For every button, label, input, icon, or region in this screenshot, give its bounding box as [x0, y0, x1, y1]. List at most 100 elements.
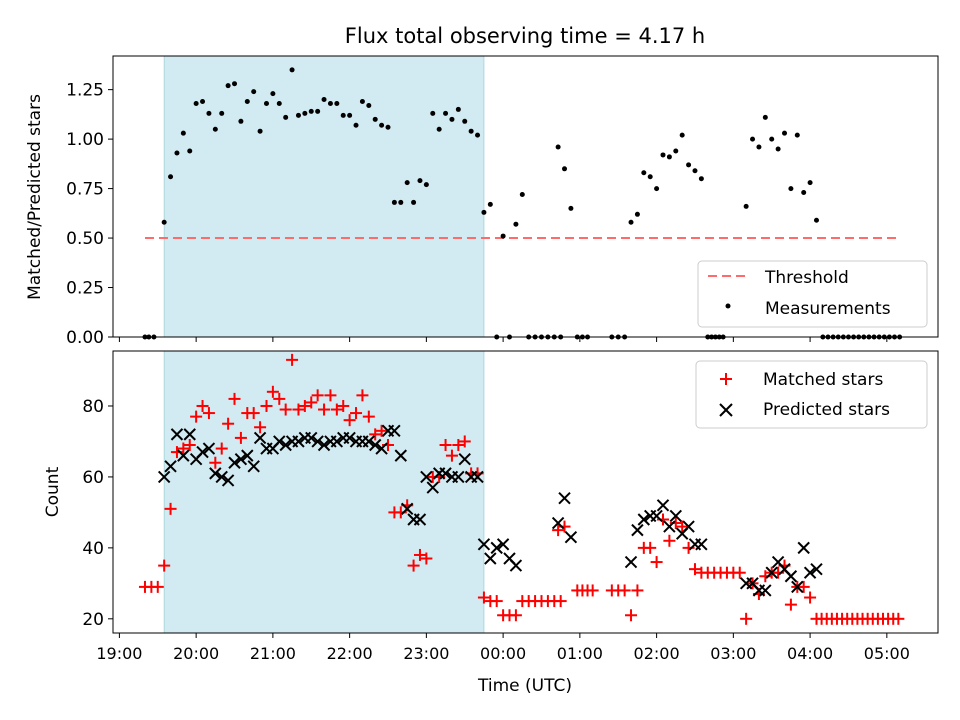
matched-star-point — [797, 580, 810, 593]
predicted-star-point — [509, 559, 523, 572]
measurement-point — [180, 130, 186, 136]
predicted-star-point — [803, 566, 817, 579]
predicted-star-point — [279, 438, 292, 452]
measurement-point — [756, 144, 762, 150]
measurement-point — [353, 122, 359, 128]
measurement-point — [500, 233, 506, 239]
measurement-point — [443, 110, 449, 116]
matched-star-point — [375, 424, 388, 437]
matched-star-point — [458, 435, 471, 448]
predicted-star-point — [292, 435, 305, 448]
x-axis-label: Time (UTC) — [477, 676, 572, 696]
matched-star-point — [362, 410, 375, 423]
matched-star-point — [740, 612, 753, 625]
matched-star-point — [663, 534, 676, 547]
predicted-star-point — [439, 467, 452, 480]
predicted-star-point — [241, 449, 254, 462]
matched-star-point — [688, 563, 701, 576]
top-y-tick-label: 0.50 — [66, 229, 104, 249]
matched-star-point — [490, 595, 503, 608]
predicted-legend-swatch — [719, 403, 733, 417]
measurement-point — [468, 128, 474, 134]
matched-star-point — [676, 520, 689, 533]
predicted-star-point — [209, 467, 222, 480]
top-plot-frame — [112, 55, 939, 338]
matched-star-point — [260, 399, 273, 412]
measurement-point — [654, 186, 660, 192]
bottom-plot-frame — [112, 350, 939, 634]
matched-star-point — [183, 439, 196, 451]
bottom-y-axis-label: Count — [43, 466, 63, 517]
predicted-star-point — [317, 438, 331, 452]
predicted-star-point — [196, 445, 209, 459]
top-chart-title: Flux total observing time = 4.17 h — [345, 24, 705, 48]
measurement-point — [244, 99, 250, 105]
matched-star-point — [413, 548, 426, 561]
measurement-point — [423, 182, 429, 188]
threshold-legend-label: Threshold — [764, 268, 849, 288]
measurement-point — [647, 174, 653, 180]
matched-star-point — [439, 439, 452, 451]
predicted-star-point — [157, 470, 171, 484]
predicted-star-point — [637, 513, 651, 526]
predicted-star-point — [477, 538, 491, 551]
predicted-star-point — [797, 541, 810, 555]
matched-star-point — [452, 439, 465, 451]
bottom-legend: Matched stars Predicted stars — [695, 360, 928, 429]
predicted-star-point — [490, 541, 503, 555]
predicted-star-point — [164, 460, 177, 473]
predicted-star-point — [759, 584, 772, 597]
measurement-point — [686, 162, 692, 168]
measurement-point — [660, 152, 666, 158]
predicted-star-point — [375, 442, 388, 455]
predicted-star-point — [253, 431, 267, 445]
measurement-point — [628, 219, 634, 225]
predicted-star-point — [343, 431, 356, 445]
top-legend: Threshold Measurements — [697, 260, 928, 328]
predicted-star-point — [564, 531, 578, 544]
measurement-point — [775, 146, 781, 152]
matched-star-point — [266, 385, 279, 398]
matched-star-point — [356, 389, 369, 402]
predicted-star-point — [330, 435, 344, 448]
top-y-tick-label: 0.00 — [66, 328, 104, 348]
measurements-legend-label: Measurements — [765, 299, 891, 319]
measurement-point — [295, 112, 301, 118]
matched-star-point — [420, 552, 433, 565]
predicted-star-point — [631, 523, 644, 537]
predicted-star-point — [221, 474, 235, 487]
measurement-point — [359, 99, 365, 105]
measurement-point — [168, 174, 174, 180]
measurement-point — [372, 116, 378, 122]
predicted-star-point — [305, 431, 318, 445]
matched-star-point — [509, 609, 522, 622]
predicted-star-point — [695, 538, 708, 551]
matched-star-point — [228, 392, 241, 405]
top-y-axis-ticks: 0.00 0.25 0.50 0.75 1.00 1.25 — [66, 81, 113, 348]
predicted-star-point — [496, 538, 510, 551]
predicted-star-point — [650, 509, 663, 523]
matched-star-point — [350, 407, 363, 420]
bottom-x-tick-label: 03:00 — [710, 644, 756, 663]
matched-star-point — [286, 353, 299, 366]
predicted-star-point — [426, 481, 439, 494]
measurement-point — [174, 150, 180, 156]
measurement-point — [801, 190, 807, 196]
predicted-star-point — [669, 509, 682, 523]
bottom-x-axis-ticks: 19:00 20:00 21:00 22:00 23:00 00:00 01:00 02:00… — [96, 633, 910, 663]
matched-star-point — [196, 399, 209, 412]
matched-star-point — [177, 442, 190, 455]
top-y-tick-label: 0.75 — [66, 180, 104, 200]
matched-star-point — [477, 591, 490, 604]
matched-star-point — [298, 399, 311, 412]
measurement-point — [327, 100, 333, 106]
matched-star-point — [209, 456, 222, 469]
bottom-x-tick-label: 01:00 — [557, 644, 603, 663]
measurement-point — [481, 209, 487, 215]
measurement-point — [666, 154, 672, 160]
measurement-point — [308, 108, 314, 114]
matched-star-point — [445, 449, 458, 462]
measurement-point — [430, 110, 436, 116]
measurement-point — [289, 67, 295, 73]
bottom-y-tick-label: 80 — [82, 397, 104, 417]
